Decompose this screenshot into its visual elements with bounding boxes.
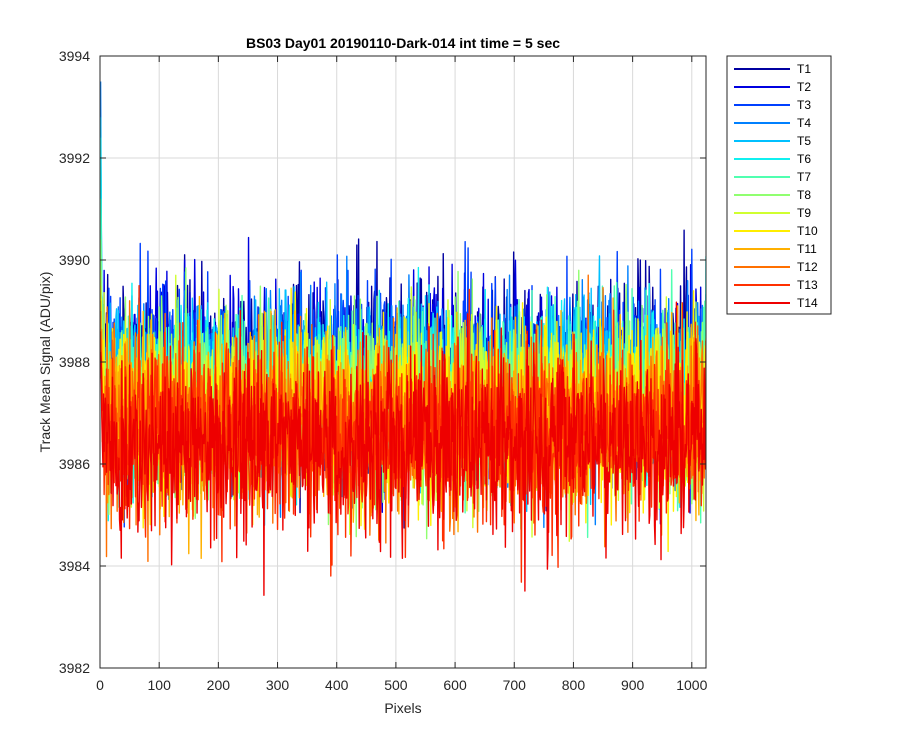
legend-label-t5: T5 bbox=[797, 134, 811, 148]
series-lines bbox=[100, 81, 706, 596]
legend-label-t8: T8 bbox=[797, 188, 811, 202]
legend-label-t3: T3 bbox=[797, 98, 811, 112]
y-tick-label: 3990 bbox=[59, 252, 90, 268]
legend: T1 T2 T3 T4 T5 T6 T7 T8 T9 T10 T11 T12 T13 T14 bbox=[726, 55, 832, 315]
x-tick-label: 900 bbox=[621, 677, 645, 693]
legend-label-t12: T12 bbox=[797, 260, 818, 274]
legend-label-t2: T2 bbox=[797, 80, 811, 94]
x-tick-label: 1000 bbox=[676, 677, 707, 693]
x-axis-label: Pixels bbox=[384, 700, 421, 716]
series-line-t14 bbox=[100, 301, 706, 596]
legend-label-t11: T11 bbox=[797, 242, 817, 256]
legend-label-t13: T13 bbox=[797, 278, 818, 292]
y-tick-label: 3986 bbox=[59, 456, 90, 472]
legend-label-t4: T4 bbox=[797, 116, 811, 130]
y-tick-label: 3988 bbox=[59, 354, 90, 370]
x-tick-label: 800 bbox=[562, 677, 586, 693]
y-axis-label: Track Mean Signal (ADU/pix) bbox=[37, 272, 53, 453]
x-tick-label: 200 bbox=[207, 677, 231, 693]
legend-label-t1: T1 bbox=[797, 62, 811, 76]
y-tick-label: 3992 bbox=[59, 150, 90, 166]
x-tick-label: 400 bbox=[325, 677, 349, 693]
legend-label-t7: T7 bbox=[797, 170, 811, 184]
x-tick-label: 500 bbox=[384, 677, 408, 693]
axis-ticks: 0 100 200 300 400 500 600 700 800 900 1000 3982 3984… bbox=[59, 48, 708, 693]
legend-label-t9: T9 bbox=[797, 206, 811, 220]
x-tick-label: 300 bbox=[266, 677, 290, 693]
y-tick-label: 3982 bbox=[59, 660, 90, 676]
x-tick-label: 100 bbox=[148, 677, 172, 693]
legend-box bbox=[726, 55, 832, 315]
x-tick-label: 700 bbox=[503, 677, 527, 693]
legend-label-t10: T10 bbox=[797, 224, 818, 238]
legend-label-t14: T14 bbox=[797, 296, 818, 310]
x-tick-label: 600 bbox=[443, 677, 467, 693]
legend-items: T1 T2 T3 T4 T5 T6 T7 T8 T9 T10 T11 T12 T13 T14 bbox=[734, 62, 818, 310]
legend-label-t6: T6 bbox=[797, 152, 811, 166]
y-tick-label: 3994 bbox=[59, 48, 90, 64]
y-tick-label: 3984 bbox=[59, 558, 90, 574]
x-tick-label: 0 bbox=[96, 677, 104, 693]
chart-title: BS03 Day01 20190110-Dark-014 int time = … bbox=[246, 35, 560, 51]
